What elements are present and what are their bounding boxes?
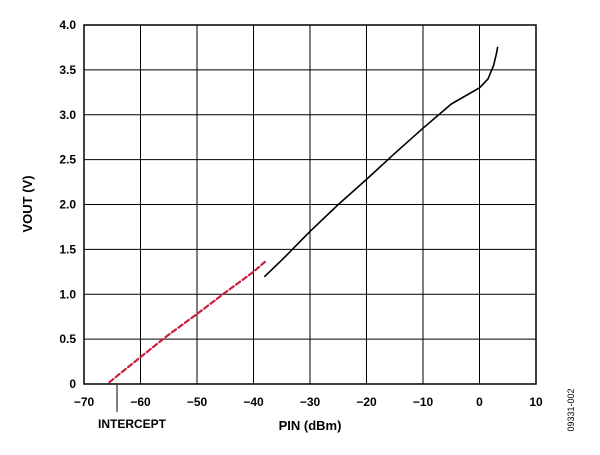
intercept-label: INTERCEPT bbox=[98, 417, 167, 431]
x-tick-label: −30 bbox=[300, 395, 321, 409]
x-tick-label: −20 bbox=[356, 395, 377, 409]
x-tick-labels: −70 −60 −50 −40 −30 −20 −10 0 10 bbox=[74, 395, 543, 409]
y-tick-label: 1.0 bbox=[59, 287, 76, 301]
x-tick-label: −70 bbox=[74, 395, 95, 409]
y-tick-label: 4.0 bbox=[59, 18, 76, 32]
x-tick-label: −50 bbox=[187, 395, 208, 409]
y-tick-label: 2.5 bbox=[59, 153, 76, 167]
y-tick-label: 0.5 bbox=[59, 332, 76, 346]
x-tick-label: −60 bbox=[130, 395, 151, 409]
figure-id: 09331-002 bbox=[566, 388, 576, 431]
grid-lines bbox=[83, 24, 537, 385]
y-tick-label: 2.0 bbox=[59, 198, 76, 212]
series-group bbox=[108, 46, 499, 384]
plot-frame bbox=[83, 24, 537, 385]
y-axis-title: VOUT (V) bbox=[20, 175, 35, 232]
x-tick-label: 0 bbox=[476, 395, 483, 409]
y-tick-label: 3.5 bbox=[59, 63, 76, 77]
x-tick-label: −10 bbox=[413, 395, 434, 409]
y-tick-label: 1.5 bbox=[59, 242, 76, 256]
x-tick-label: 10 bbox=[529, 395, 543, 409]
series-line-dashed bbox=[108, 260, 266, 384]
y-tick-label: 0 bbox=[69, 377, 76, 391]
x-tick-label: −40 bbox=[243, 395, 264, 409]
y-tick-label: 3.0 bbox=[59, 108, 76, 122]
series-line-solid bbox=[264, 46, 499, 278]
x-axis-title: PIN (dBm) bbox=[279, 418, 342, 433]
y-tick-labels: 0 0.5 1.0 1.5 2.0 2.5 3.0 3.5 4.0 bbox=[59, 18, 76, 391]
